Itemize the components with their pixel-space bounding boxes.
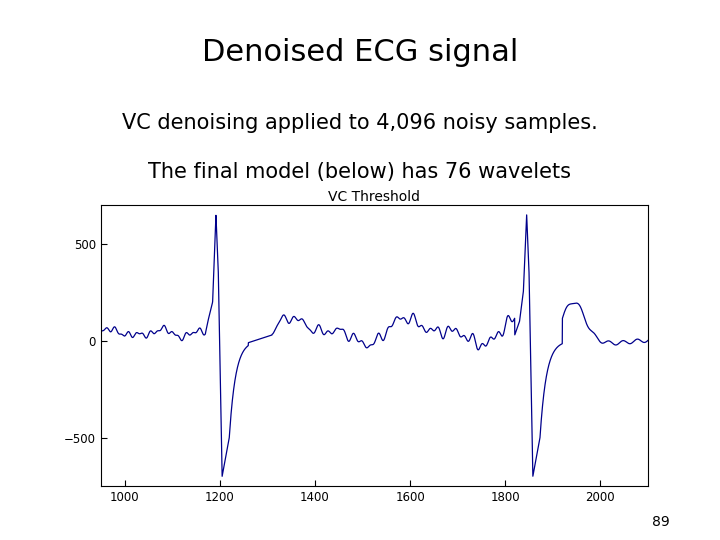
Title: VC Threshold: VC Threshold [328, 190, 420, 204]
Text: Denoised ECG signal: Denoised ECG signal [202, 38, 518, 67]
Text: The final model (below) has 76 wavelets: The final model (below) has 76 wavelets [148, 162, 572, 182]
Text: VC denoising applied to 4,096 noisy samples.: VC denoising applied to 4,096 noisy samp… [122, 113, 598, 133]
Text: 89: 89 [652, 515, 670, 529]
